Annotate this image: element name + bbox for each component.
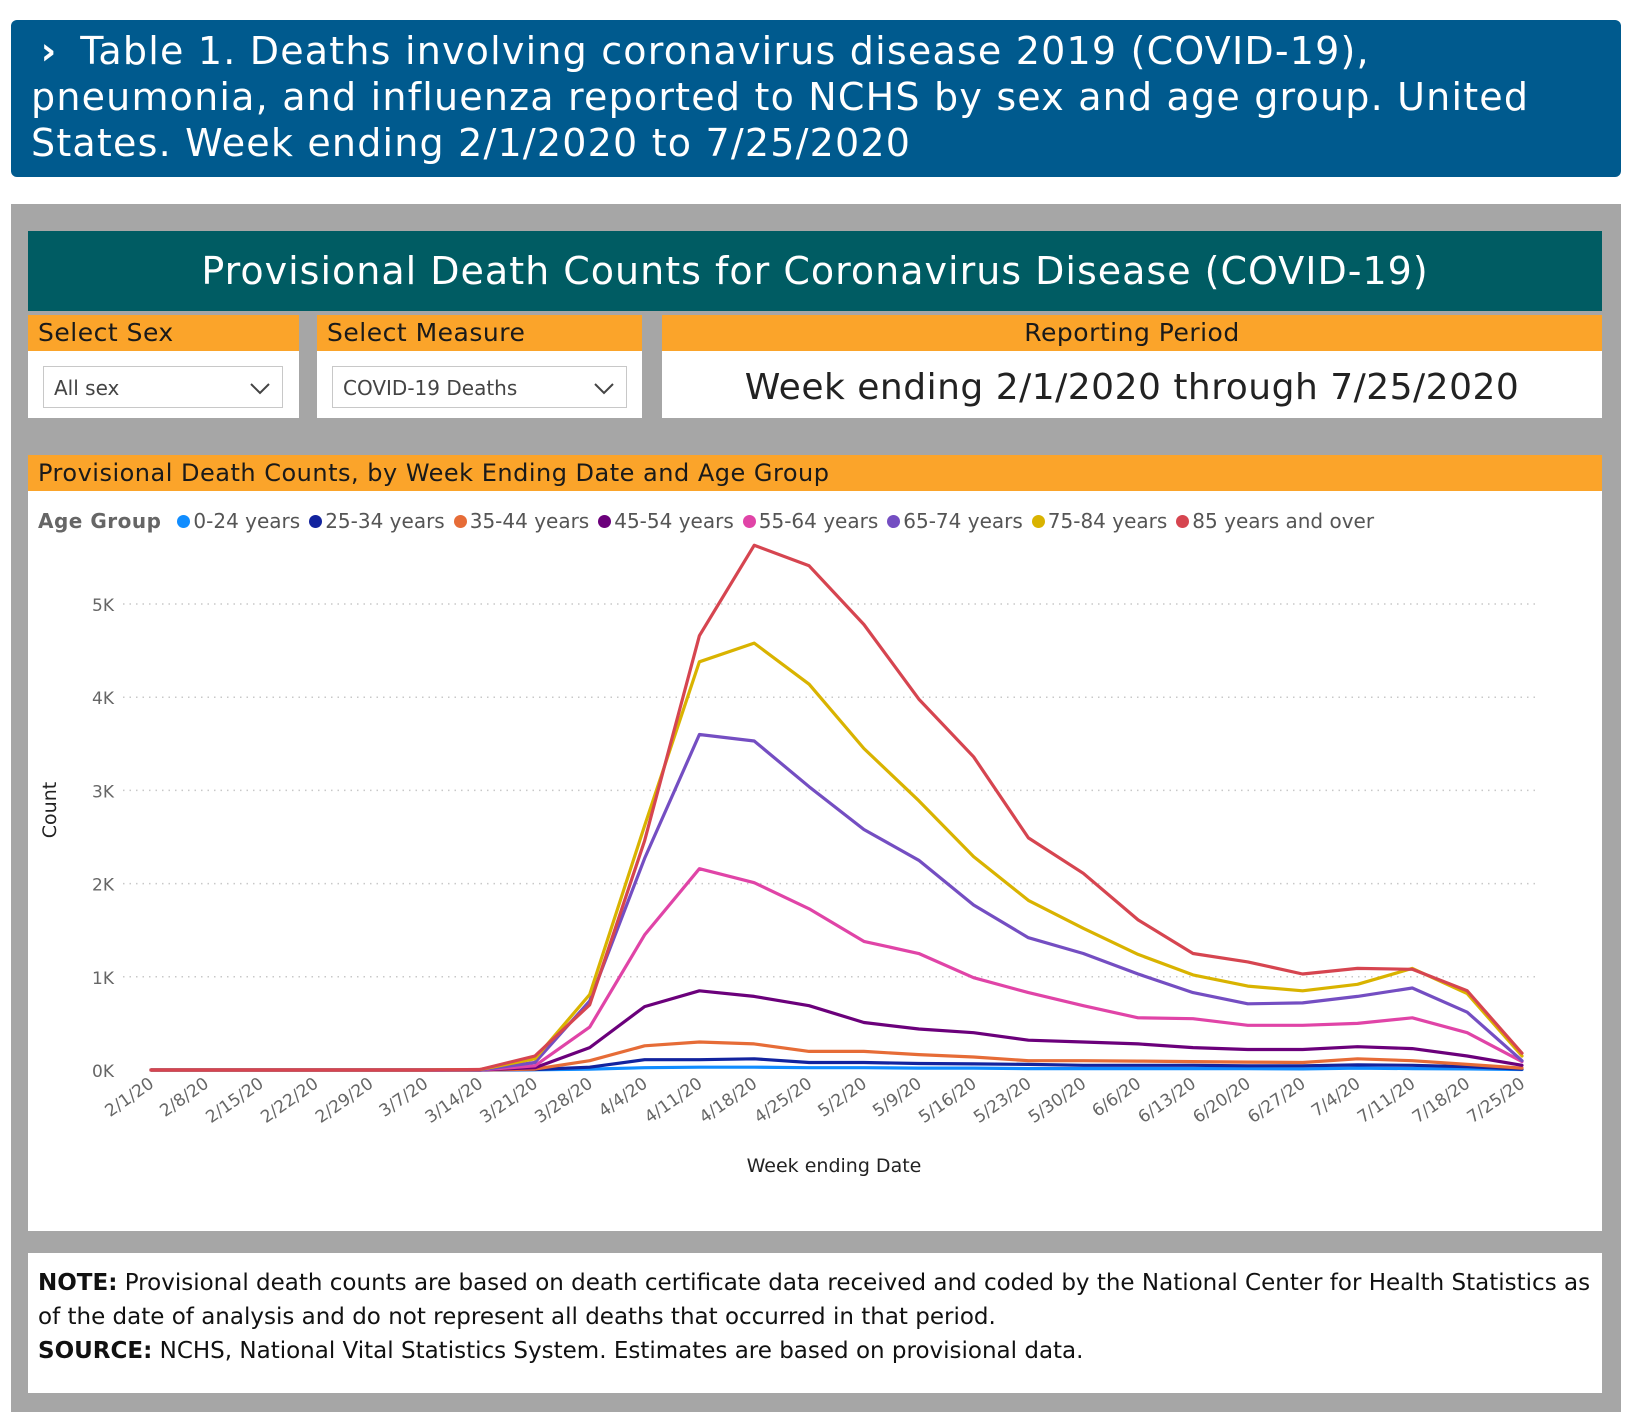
y-axis-title: Count: [39, 782, 61, 838]
legend-dot-icon: [1176, 514, 1190, 528]
page-header: › Table 1. Deaths involving coronavirus …: [11, 20, 1621, 177]
legend-label: 35-44 years: [469, 509, 590, 533]
select-measure-card: Select Measure COVID-19 Deaths: [317, 315, 642, 418]
x-tick-label: 5/16/20: [915, 1074, 980, 1128]
y-tick-label: 4K: [92, 689, 115, 709]
chevron-down-icon: [250, 383, 270, 395]
page-title: › Table 1. Deaths involving coronavirus …: [31, 28, 1601, 166]
series-line-85-years-and-over: [149, 543, 1524, 1072]
legend-label: 55-64 years: [758, 509, 879, 533]
series-line-65-74-years: [149, 732, 1524, 1072]
legend-dot-icon: [887, 514, 901, 528]
reporting-period-value: Week ending 2/1/2020 through 7/25/2020: [744, 367, 1520, 408]
legend-title: Age Group: [38, 509, 162, 533]
select-sex-value: All sex: [54, 376, 120, 400]
source-label: SOURCE:: [38, 1338, 153, 1364]
x-tick-label: 4/11/20: [641, 1074, 706, 1128]
legend-item[interactable]: 75-84 years: [1031, 509, 1168, 533]
x-tick-label: 2/15/20: [202, 1074, 267, 1128]
x-tick-label: 7/18/20: [1409, 1074, 1474, 1128]
x-tick-label: 6/20/20: [1190, 1074, 1255, 1128]
y-tick-label: 1K: [92, 969, 115, 989]
series-line-75-84-years: [149, 641, 1524, 1072]
legend-dot-icon: [453, 514, 467, 528]
chevron-right-icon[interactable]: ›: [40, 29, 58, 73]
x-tick-label: 3/28/20: [531, 1074, 596, 1128]
legend-label: 25-34 years: [325, 509, 445, 533]
source-paragraph: SOURCE: NCHS, National Vital Statistics …: [38, 1334, 1592, 1368]
legend-dot-icon: [598, 514, 612, 528]
note-label: NOTE:: [38, 1270, 118, 1296]
chart-card: Provisional Death Counts, by Week Ending…: [28, 455, 1602, 1231]
legend-label: 75-84 years: [1047, 509, 1168, 533]
legend-item[interactable]: 25-34 years: [309, 509, 445, 533]
select-sex-dropdown[interactable]: All sex: [43, 366, 283, 408]
legend-items: 0-24 years 25-34 years 35-44 years 45-54 ye…: [177, 509, 1383, 533]
source-text: NCHS, National Vital Statistics System. …: [152, 1338, 1084, 1364]
legend-label: 65-74 years: [903, 509, 1023, 533]
x-tick-label: 4/18/20: [696, 1074, 761, 1128]
note-paragraph: NOTE: Provisional death counts are based…: [38, 1266, 1592, 1334]
legend-label: 0-24 years: [193, 509, 301, 533]
y-tick-label: 3K: [92, 782, 115, 802]
chart-legend: Age Group 0-24 years 25-34 years 35-44 yea…: [38, 509, 1383, 533]
select-measure-dropdown[interactable]: COVID-19 Deaths: [332, 366, 627, 408]
legend-item[interactable]: 65-74 years: [887, 509, 1023, 533]
line-chart: 0K1K2K3K4K5K2/1/202/8/202/15/202/22/202/…: [39, 543, 1538, 1177]
legend-item[interactable]: 45-54 years: [598, 509, 734, 533]
x-tick-label: 6/27/20: [1244, 1074, 1309, 1128]
x-tick-label: 4/25/20: [751, 1074, 816, 1128]
dashboard-panel: Provisional Death Counts for Coronavirus…: [11, 204, 1621, 1412]
x-tick-label: 3/14/20: [422, 1074, 487, 1128]
legend-item[interactable]: 55-64 years: [742, 509, 879, 533]
dashboard-title: Provisional Death Counts for Coronavirus…: [28, 231, 1602, 311]
select-measure-value: COVID-19 Deaths: [343, 376, 518, 400]
legend-dot-icon: [742, 514, 756, 528]
x-tick-label: 5/30/20: [1025, 1074, 1090, 1128]
select-measure-label: Select Measure: [317, 315, 642, 351]
legend-dot-icon: [177, 514, 191, 528]
x-tick-label: 3/21/20: [477, 1074, 542, 1128]
reporting-period-card: Reporting Period Week ending 2/1/2020 th…: [662, 315, 1602, 418]
x-tick-label: 6/13/20: [1135, 1074, 1200, 1128]
series-line-55-64-years: [149, 867, 1524, 1072]
y-tick-label: 2K: [92, 876, 115, 896]
note-box: NOTE: Provisional death counts are based…: [28, 1253, 1602, 1393]
select-sex-label: Select Sex: [28, 315, 299, 351]
y-tick-label: 0K: [92, 1062, 115, 1082]
legend-dot-icon: [1031, 514, 1045, 528]
x-tick-label: 2/29/20: [312, 1074, 377, 1128]
note-text: Provisional death counts are based on de…: [38, 1270, 1591, 1330]
select-sex-card: Select Sex All sex: [28, 315, 299, 418]
reporting-period-label: Reporting Period: [662, 315, 1602, 351]
chart-header: Provisional Death Counts, by Week Ending…: [28, 455, 1602, 491]
x-tick-label: 7/11/20: [1354, 1074, 1419, 1128]
x-tick-label: 5/2/20: [814, 1074, 870, 1122]
y-tick-label: 5K: [92, 596, 115, 616]
legend-item[interactable]: 85 years and over: [1176, 509, 1374, 533]
legend-dot-icon: [309, 514, 323, 528]
x-tick-label: 5/23/20: [970, 1074, 1035, 1128]
legend-label: 45-54 years: [614, 509, 734, 533]
legend-item[interactable]: 35-44 years: [453, 509, 590, 533]
x-tick-label: 2/22/20: [257, 1074, 322, 1128]
chevron-down-icon: [594, 383, 614, 395]
x-tick-label: 7/25/20: [1464, 1074, 1529, 1128]
legend-label: 85 years and over: [1192, 509, 1375, 533]
table-title-text: Table 1. Deaths involving coronavirus di…: [31, 29, 1530, 165]
x-axis-title: Week ending Date: [747, 1155, 922, 1177]
legend-item[interactable]: 0-24 years: [177, 509, 300, 533]
